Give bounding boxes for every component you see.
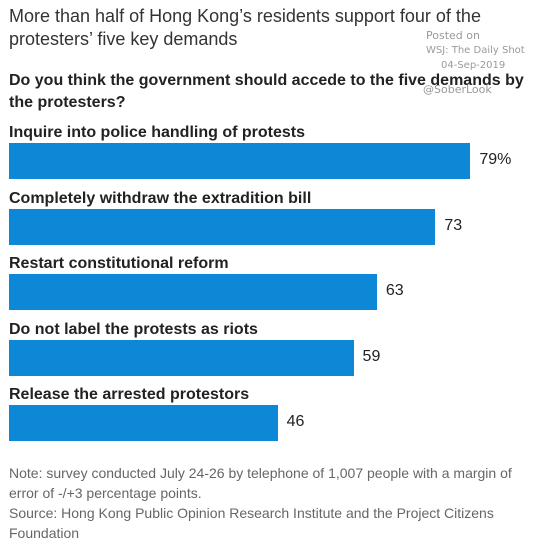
watermark-date: 04-Sep-2019: [441, 60, 506, 71]
bar-value-label: 79%: [479, 151, 512, 168]
bar-label: Completely withdraw the extradition bill: [9, 189, 312, 207]
bar: [9, 208, 436, 245]
bar: [9, 143, 471, 179]
source-note: Source: Hong Kong Public Opinion Researc…: [9, 505, 494, 541]
bar: [9, 405, 278, 441]
watermark-posted: Posted on: [426, 29, 480, 42]
bar-chart: Inquire into police handling of protests…: [0, 118, 541, 448]
bar-label: Do not label the protests as riots: [9, 320, 258, 338]
bar-value-label: 63: [385, 282, 404, 299]
bar-value-label: 73: [444, 216, 463, 234]
chart-title: More than half of Hong Kong’s residents …: [9, 6, 481, 49]
bar: [9, 274, 377, 310]
survey-question: Do you think the government should acced…: [9, 72, 524, 111]
bar: [9, 339, 354, 376]
bar-label: Restart constitutional reform: [9, 255, 229, 272]
watermark-handle: @SoberLook: [423, 83, 492, 96]
bar-label: Inquire into police handling of protests: [9, 124, 305, 141]
chart-footnote: Note: survey conducted July 24-26 by tel…: [9, 463, 537, 543]
survey-note: Note: survey conducted July 24-26 by tel…: [9, 465, 512, 501]
bar-label: Release the arrested protestors: [9, 386, 250, 403]
bar-value-label: 46: [286, 413, 305, 430]
watermark-source: WSJ: The Daily Shot: [426, 45, 525, 56]
bar-value-label: 59: [362, 347, 381, 365]
